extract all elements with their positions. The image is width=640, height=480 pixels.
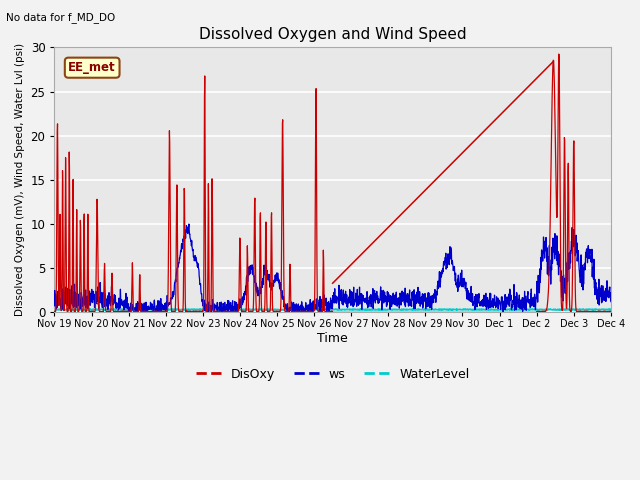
Y-axis label: Dissolved Oxygen (mV), Wind Speed, Water Lvl (psi): Dissolved Oxygen (mV), Wind Speed, Water… <box>15 43 25 316</box>
Title: Dissolved Oxygen and Wind Speed: Dissolved Oxygen and Wind Speed <box>199 27 467 42</box>
Text: No data for f_MD_DO: No data for f_MD_DO <box>6 12 116 23</box>
X-axis label: Time: Time <box>317 332 348 345</box>
Legend: DisOxy, ws, WaterLevel: DisOxy, ws, WaterLevel <box>191 362 474 385</box>
Text: EE_met: EE_met <box>68 61 116 74</box>
